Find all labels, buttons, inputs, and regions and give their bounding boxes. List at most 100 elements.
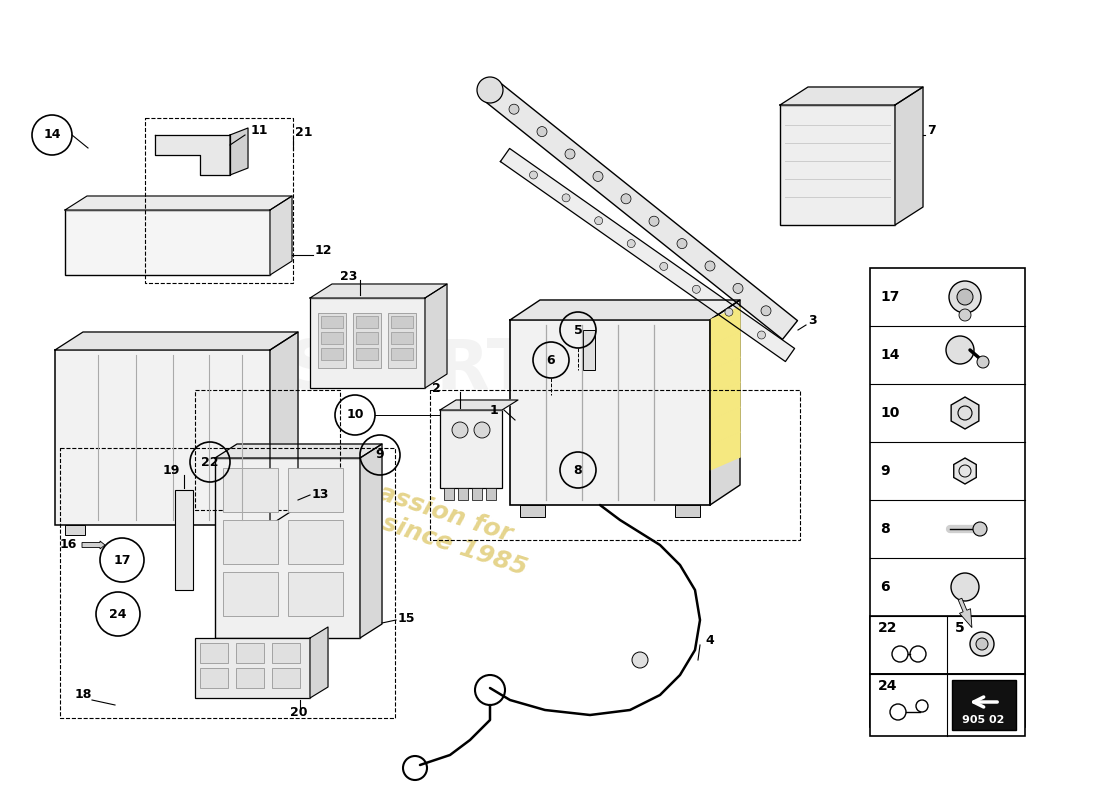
- Bar: [356, 316, 378, 328]
- Polygon shape: [155, 135, 230, 175]
- Bar: [60, 448, 395, 718]
- Bar: [236, 643, 264, 663]
- Circle shape: [627, 239, 635, 247]
- Polygon shape: [710, 432, 740, 470]
- Text: 20: 20: [290, 706, 308, 719]
- Text: 10: 10: [880, 406, 900, 420]
- Bar: [223, 468, 278, 512]
- Bar: [195, 390, 340, 510]
- Polygon shape: [55, 332, 298, 350]
- Text: 8: 8: [880, 522, 890, 536]
- Polygon shape: [270, 332, 298, 525]
- Circle shape: [976, 638, 988, 650]
- Text: 1: 1: [490, 403, 498, 417]
- Text: 11: 11: [251, 123, 268, 137]
- Circle shape: [952, 573, 979, 601]
- Polygon shape: [425, 284, 447, 388]
- Polygon shape: [510, 300, 740, 320]
- Bar: [870, 268, 1025, 727]
- Bar: [195, 638, 310, 698]
- Text: 22: 22: [201, 455, 219, 469]
- Circle shape: [565, 149, 575, 159]
- Circle shape: [949, 281, 981, 313]
- Text: 9: 9: [376, 449, 384, 462]
- Text: 24: 24: [109, 607, 126, 621]
- Bar: [675, 505, 700, 517]
- Bar: [952, 680, 1016, 730]
- FancyArrow shape: [82, 541, 104, 549]
- Circle shape: [970, 632, 994, 656]
- Text: GUSPARTS: GUSPARTS: [175, 337, 585, 403]
- Bar: [321, 348, 343, 360]
- Text: 9: 9: [880, 464, 890, 478]
- Polygon shape: [710, 300, 740, 505]
- Polygon shape: [360, 444, 382, 638]
- Polygon shape: [65, 196, 292, 210]
- Text: 6: 6: [880, 580, 890, 594]
- FancyArrow shape: [958, 598, 972, 628]
- Bar: [240, 525, 260, 535]
- Circle shape: [977, 356, 989, 368]
- Circle shape: [562, 194, 570, 202]
- Text: 5: 5: [573, 323, 582, 337]
- Bar: [200, 643, 228, 663]
- Polygon shape: [270, 196, 292, 275]
- Circle shape: [595, 217, 603, 225]
- Polygon shape: [440, 400, 518, 410]
- Bar: [388, 313, 416, 368]
- Text: 24: 24: [878, 679, 898, 693]
- Bar: [65, 525, 85, 535]
- Polygon shape: [895, 87, 923, 225]
- Bar: [356, 332, 378, 344]
- Polygon shape: [214, 444, 382, 458]
- Polygon shape: [230, 128, 248, 175]
- Circle shape: [509, 104, 519, 114]
- Bar: [390, 348, 412, 360]
- Text: 2: 2: [432, 382, 441, 394]
- Circle shape: [725, 308, 733, 316]
- Text: 12: 12: [315, 243, 332, 257]
- Bar: [321, 316, 343, 328]
- Text: 15: 15: [398, 611, 416, 625]
- Circle shape: [974, 522, 987, 536]
- Bar: [870, 674, 1025, 736]
- Bar: [318, 313, 346, 368]
- Text: 4: 4: [705, 634, 714, 646]
- Text: 7: 7: [927, 123, 936, 137]
- Text: 19: 19: [163, 463, 180, 477]
- Bar: [288, 572, 343, 616]
- Text: 13: 13: [312, 489, 329, 502]
- Text: 6: 6: [547, 354, 556, 366]
- Polygon shape: [710, 307, 740, 345]
- Bar: [510, 320, 710, 505]
- Bar: [65, 210, 270, 275]
- Bar: [321, 332, 343, 344]
- Circle shape: [632, 652, 648, 668]
- Polygon shape: [710, 382, 740, 420]
- Circle shape: [621, 194, 631, 204]
- Circle shape: [957, 289, 974, 305]
- Bar: [870, 616, 1025, 674]
- Circle shape: [946, 336, 974, 364]
- Text: 17: 17: [880, 290, 900, 304]
- Bar: [780, 105, 895, 225]
- Text: 5: 5: [955, 621, 965, 635]
- Text: 3: 3: [808, 314, 816, 326]
- Bar: [214, 458, 360, 638]
- Circle shape: [959, 309, 971, 321]
- Polygon shape: [710, 332, 740, 370]
- Polygon shape: [483, 81, 798, 339]
- Text: 17: 17: [113, 554, 131, 566]
- Circle shape: [452, 422, 468, 438]
- Text: 22: 22: [878, 621, 898, 635]
- Bar: [390, 316, 412, 328]
- Circle shape: [676, 238, 688, 249]
- Polygon shape: [310, 284, 447, 298]
- Bar: [390, 332, 412, 344]
- Bar: [430, 390, 800, 540]
- Bar: [520, 505, 544, 517]
- Text: 14: 14: [43, 129, 60, 142]
- Text: 14: 14: [880, 348, 900, 362]
- Bar: [223, 572, 278, 616]
- Text: 905 02: 905 02: [962, 715, 1004, 725]
